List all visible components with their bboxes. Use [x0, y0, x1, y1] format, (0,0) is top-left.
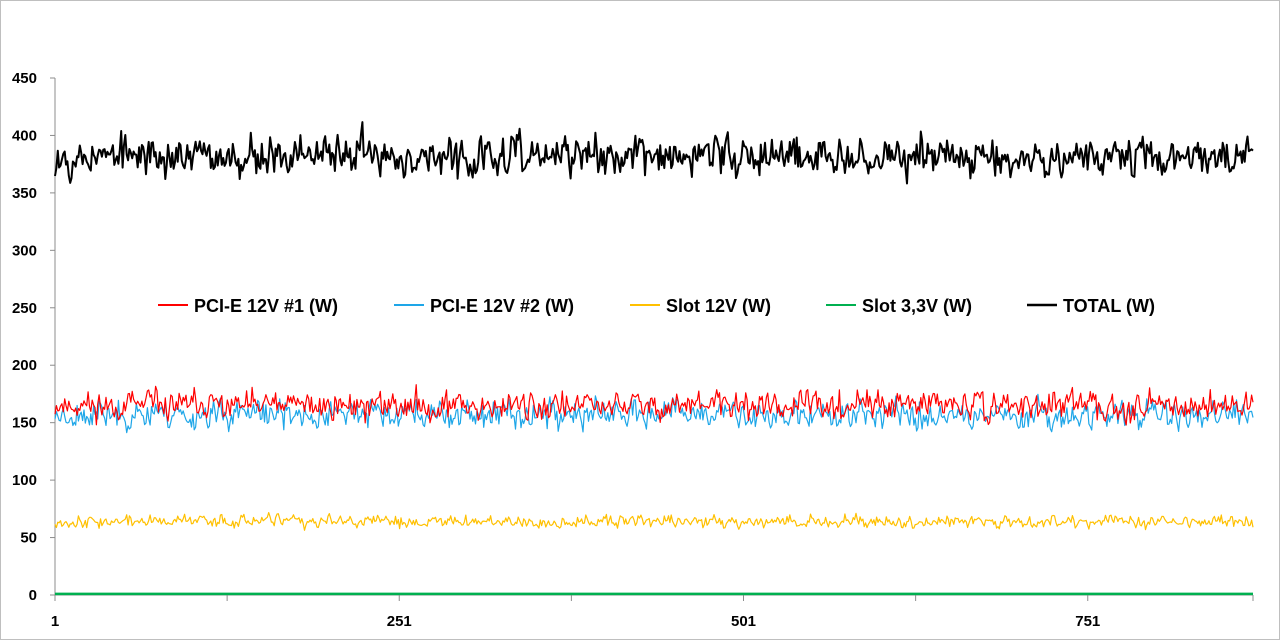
legend-label: Slot 12V (W): [666, 296, 771, 316]
y-tick-label: 100: [12, 472, 37, 489]
y-tick-label: 50: [20, 530, 37, 547]
series-line-2: [54, 393, 1254, 434]
legend-label: TOTAL (W): [1063, 296, 1155, 316]
y-tick-label: 400: [12, 127, 37, 144]
series-line-3: [54, 511, 1254, 531]
y-tick-label: 200: [12, 357, 37, 374]
x-tick-label: 501: [731, 613, 756, 630]
y-axis: 0 50 100 150 200 250 300 350 400 450: [12, 70, 56, 604]
x-tick-label: 751: [1075, 613, 1100, 630]
legend: PCI-E 12V #1 (W) PCI-E 12V #2 (W) Slot 12V…: [158, 296, 1155, 316]
y-tick-label: 250: [12, 300, 37, 317]
legend-label: Slot 3,3V (W): [862, 296, 972, 316]
y-tick-label: 450: [12, 70, 37, 87]
y-tick-label: 300: [12, 242, 37, 259]
series-lines: [54, 121, 1254, 596]
x-tick-label: 251: [387, 613, 412, 630]
x-axis: 1 251 501 751: [51, 594, 1254, 630]
series-line-5: [54, 121, 1254, 185]
y-tick-label: 0: [29, 587, 37, 604]
legend-label: PCI-E 12V #1 (W): [194, 296, 338, 316]
x-tick-label: 1: [51, 613, 59, 630]
series-line-1: [54, 384, 1254, 426]
legend-label: PCI-E 12V #2 (W): [430, 296, 574, 316]
y-tick-label: 350: [12, 185, 37, 202]
y-tick-label: 150: [12, 415, 37, 432]
